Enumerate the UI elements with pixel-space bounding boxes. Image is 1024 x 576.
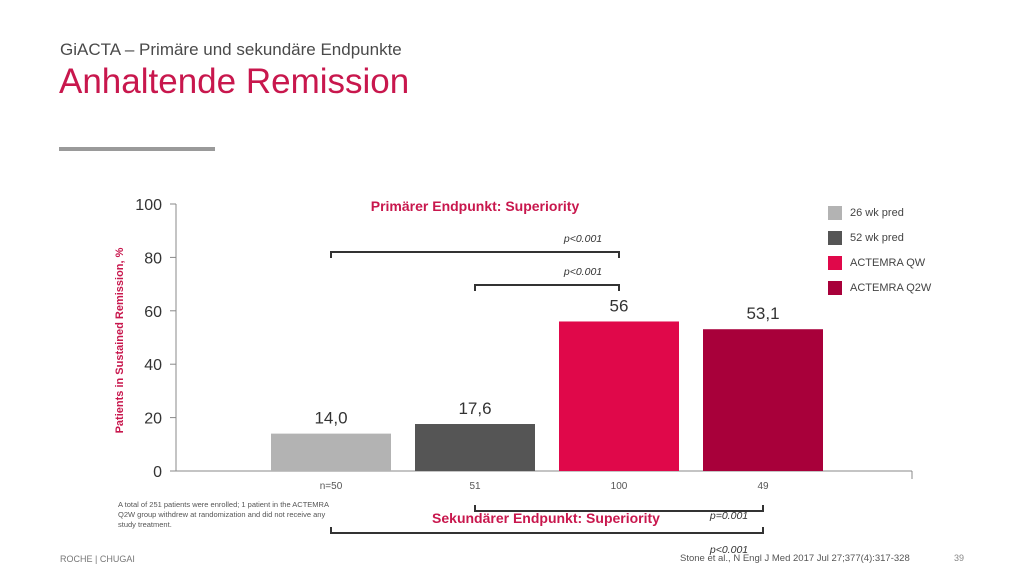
p-value-label: p<0.001 — [563, 266, 602, 278]
bar — [271, 433, 391, 471]
legend-label: ACTEMRA QW — [850, 257, 926, 269]
x-category-label: n=50 — [320, 481, 343, 492]
comparison-bracket — [474, 284, 620, 291]
chart-legend: 26 wk pred 52 wk pred ACTEMRA QW ACTEMRA… — [828, 205, 931, 305]
comparison-bracket — [330, 527, 764, 534]
p-value-label: p<0.001 — [563, 233, 602, 245]
bar-value-label: 53,1 — [746, 304, 779, 323]
y-tick-label: 20 — [144, 411, 162, 428]
y-tick-label: 100 — [135, 197, 162, 214]
bar-value-label: 17,6 — [458, 399, 491, 418]
footer-company: ROCHE | CHUGAI — [60, 554, 135, 564]
y-tick-label: 60 — [144, 304, 162, 321]
slide-title: Anhaltende Remission — [59, 62, 410, 101]
page-number: 39 — [954, 553, 965, 563]
legend-item: 26 wk pred — [828, 205, 931, 221]
bar — [415, 424, 535, 471]
legend-item: ACTEMRA QW — [828, 255, 931, 271]
x-category-label: 49 — [757, 481, 769, 492]
bar-value-label: 56 — [610, 296, 629, 315]
y-tick-label: 80 — [144, 250, 162, 267]
footer-reference: Stone et al., N Engl J Med 2017 Jul 27;3… — [680, 553, 910, 564]
slide-subtitle: GiACTA – Primäre und sekundäre Endpunkte — [60, 40, 402, 59]
legend-label: 52 wk pred — [850, 232, 904, 244]
legend-item: 52 wk pred — [828, 230, 931, 246]
y-axis-label: Patients in Sustained Remission, % — [114, 247, 126, 433]
x-category-label: 51 — [469, 481, 481, 492]
secondary-endpoint-header: Sekundärer Endpunkt: Superiority — [432, 510, 660, 526]
y-tick-label: 0 — [153, 464, 162, 481]
x-category-label: 100 — [611, 481, 628, 492]
p-value-label: p=0.001 — [709, 510, 748, 522]
enrollment-note: A total of 251 patients were enrolled; 1… — [118, 500, 329, 529]
p-value-label: p<0.001 — [709, 544, 748, 556]
bar — [703, 329, 823, 471]
legend-label: 26 wk pred — [850, 207, 904, 219]
comparison-bracket — [330, 251, 620, 258]
legend-swatch — [828, 281, 842, 295]
legend-label: ACTEMRA Q2W — [850, 282, 932, 294]
legend-swatch — [828, 231, 842, 245]
legend-swatch — [828, 206, 842, 220]
title-divider — [59, 147, 215, 151]
primary-endpoint-header: Primärer Endpunkt: Superiority — [371, 198, 580, 214]
comparison-bracket — [474, 505, 764, 512]
y-tick-label: 40 — [144, 357, 162, 374]
bar — [559, 321, 679, 471]
legend-item: ACTEMRA Q2W — [828, 280, 931, 296]
bar-value-label: 14,0 — [314, 409, 347, 428]
legend-swatch — [828, 256, 842, 270]
